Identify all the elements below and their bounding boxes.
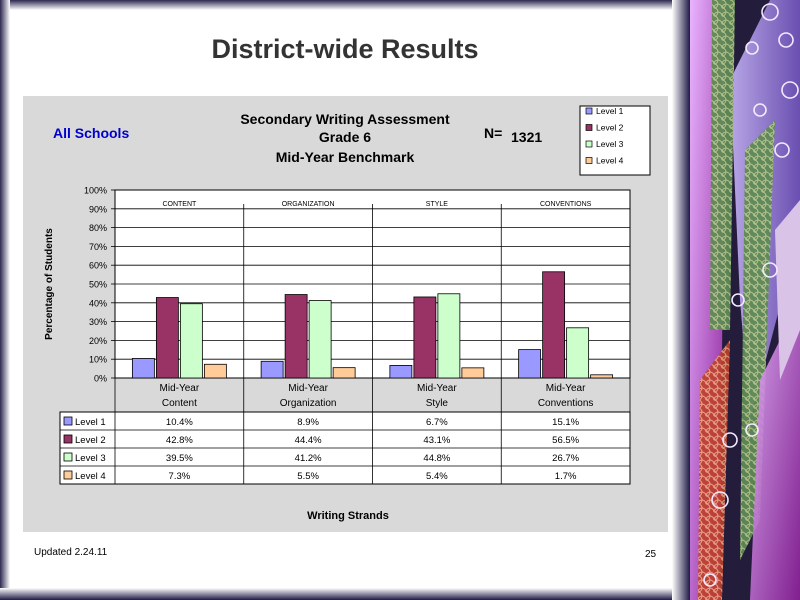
table-series-label: Level 4 [75,471,106,482]
category-header: CONTENT [162,201,197,208]
y-tick-label: 30% [89,317,107,327]
bar-level-2 [155,297,179,379]
x-category-label: Style [426,398,449,409]
category-header: CONVENTIONS [540,201,592,208]
bar-level-2 [413,296,437,379]
y-tick-label: 20% [89,336,107,346]
y-axis-label: Percentage of Students [44,228,55,340]
bar-level-4 [590,374,614,379]
all-schools-label: All Schools [53,125,129,141]
x-category-label: Content [162,398,197,409]
page-number: 25 [645,549,657,560]
table-series-label: Level 1 [75,417,106,428]
slide-frame-left [0,0,10,600]
bar-level-2 [542,271,566,379]
table-legend-key [63,452,73,462]
x-category-label: Conventions [538,398,594,409]
table-legend-key [63,470,73,480]
legend: Level 1 Level 2 Level 3 Level 4 [579,105,651,176]
table-legend-key [63,434,73,444]
y-tick-label: 80% [89,223,107,233]
table-cell: 41.2% [295,453,322,464]
legend-label: Level 1 [596,106,624,116]
table-cell: 7.3% [169,471,191,482]
y-tick-label: 50% [89,280,107,290]
plot-area: 0% 10% 20% 30% 40% 50% 60% 70% 80% 90% 100% CONTENT… [84,186,631,412]
footer-updated: Updated 2.24.11 [34,547,108,558]
table-cell: 26.7% [552,453,579,464]
bar-level-1 [389,365,413,379]
y-tick-label: 60% [89,261,107,271]
legend-swatch [585,124,593,131]
x-category-label: Mid-Year [546,383,586,394]
x-category-label: Mid-Year [160,383,200,394]
slide-frame-right [672,0,690,600]
table-cell: 5.4% [426,471,448,482]
table-cell: 56.5% [552,435,579,446]
data-table: Level 1 10.4% 8.9% 6.7% 15.1% Level 2 42.8% 44.… [59,411,631,485]
bar-level-3 [566,327,590,379]
y-tick-label: 10% [89,355,107,365]
table-legend-key [63,416,73,426]
table-cell: 8.9% [297,417,319,428]
table-cell: 10.4% [166,417,193,428]
x-axis-label: Writing Strands [307,510,389,522]
category-header: ORGANIZATION [282,201,335,208]
chart-panel: All Schools Secondary Writing Assessment… [23,96,668,532]
n-value: 1321 [511,129,542,145]
kimono-pattern-image [690,0,800,600]
bar-level-2 [284,294,308,379]
bar-level-1 [260,360,284,379]
category-header: STYLE [426,201,449,208]
y-tick-label: 90% [89,204,107,214]
bar-level-1 [131,358,155,379]
bar-level-3 [179,303,203,379]
table-cell: 43.1% [423,435,450,446]
table-cell: 6.7% [426,417,448,428]
bar-level-3 [308,300,332,379]
table-cell: 1.7% [555,471,577,482]
bar-level-1 [518,349,542,379]
bar-level-3 [437,293,461,379]
slide-title: District-wide Results [211,34,479,64]
table-series-label: Level 2 [75,435,106,446]
table-cell: 39.5% [166,453,193,464]
x-category-label: Organization [280,398,337,409]
table-cell: 15.1% [552,417,579,428]
x-category-label: Mid-Year [417,383,457,394]
legend-label: Level 2 [596,123,624,133]
y-tick-label: 100% [84,186,107,196]
table-cell: 44.8% [423,453,450,464]
bar-level-4 [461,367,485,379]
legend-label: Level 4 [596,156,624,166]
chart-title-line-3: Mid-Year Benchmark [276,149,415,165]
decorative-side-art [690,0,800,600]
chart-title-line-1: Secondary Writing Assessment [240,111,450,127]
table-cell: 5.5% [297,471,319,482]
table-cell: 44.4% [295,435,322,446]
table-series-label: Level 3 [75,453,106,464]
legend-label: Level 3 [596,139,624,149]
chart-svg: All Schools Secondary Writing Assessment… [44,105,651,522]
legend-swatch [585,157,593,164]
chart-title-line-2: Grade 6 [319,129,371,145]
n-label: N= [484,125,502,141]
y-tick-label: 70% [89,242,107,252]
y-tick-label: 0% [94,374,107,384]
legend-swatch [585,140,593,148]
table-cell: 42.8% [166,435,193,446]
x-category-label: Mid-Year [288,383,328,394]
bar-level-4 [332,367,356,379]
slide-frame-bottom [0,588,690,600]
legend-swatch [585,107,593,115]
y-tick-label: 40% [89,298,107,308]
bar-level-4 [203,363,227,379]
slide-frame-top [0,0,690,10]
